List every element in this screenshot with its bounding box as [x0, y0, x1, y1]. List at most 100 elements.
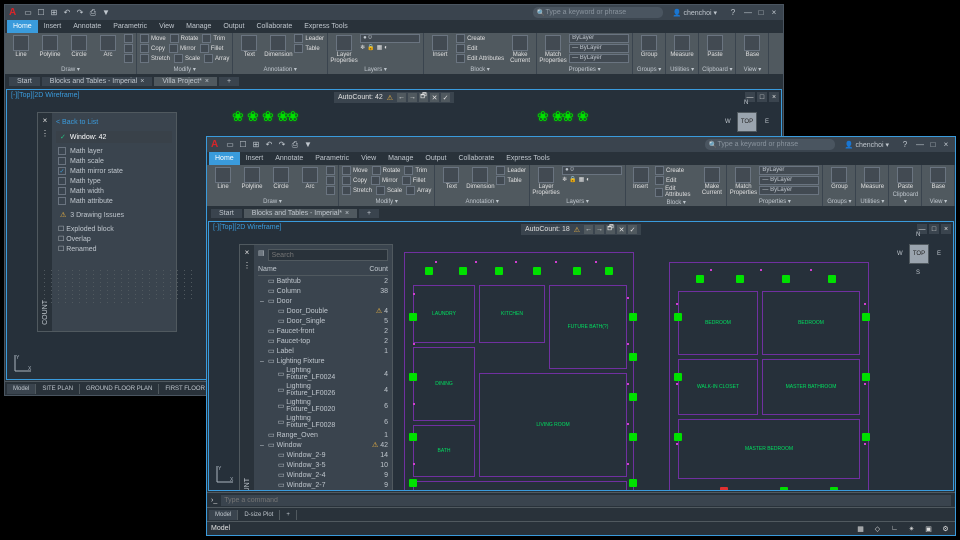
tree-row[interactable]: ▭Faucet-top2	[258, 336, 388, 346]
tree-row[interactable]: ▭Lighting Fixture_LF00264	[258, 382, 388, 398]
viewcube-top[interactable]: TOP	[909, 244, 929, 264]
ribbon-item[interactable]: Leader	[294, 34, 324, 43]
ribbon-item[interactable]: Create	[655, 166, 697, 175]
layer-icon[interactable]: ❄	[360, 44, 365, 51]
status-osnap-icon[interactable]: ▣	[923, 523, 934, 534]
tree-row[interactable]: ▭Lighting Fixture_LF00244	[258, 366, 388, 382]
autocount-control[interactable]: ✓	[628, 225, 637, 234]
layout-tab[interactable]: SITE PLAN	[36, 384, 80, 394]
user-label[interactable]: 👤 chenchoi ▾	[673, 9, 717, 17]
ribbon-button-paste[interactable]: Paste	[702, 34, 728, 58]
ribbon-tab-express-tools[interactable]: Express Tools	[500, 152, 555, 165]
new-tab-button[interactable]: +	[219, 77, 239, 86]
tree-row[interactable]: ▭Label1	[258, 346, 388, 356]
qat-icon[interactable]: ⊞	[49, 8, 59, 18]
ribbon-item[interactable]	[326, 176, 335, 185]
property-combo[interactable]: — ByLayer	[569, 54, 629, 63]
maximize-button[interactable]: □	[928, 140, 938, 150]
layout-tab[interactable]: Model	[209, 510, 238, 520]
autocount-control[interactable]: 🗗	[419, 93, 428, 102]
ribbon-item[interactable]: Rotate	[372, 166, 401, 175]
ribbon-item[interactable]	[124, 54, 133, 63]
ribbon-item[interactable]: Array	[204, 54, 229, 63]
ribbon-button-layer-properties[interactable]: Layer Properties	[533, 166, 559, 196]
ribbon-item[interactable]: Edit	[456, 44, 504, 53]
qat-icon[interactable]: ▼	[303, 140, 313, 150]
check-item[interactable]: Math layer	[56, 146, 172, 156]
check-item[interactable]: ✓Math mirror state	[56, 166, 172, 176]
ribbon-tab-home[interactable]: Home	[209, 152, 240, 165]
add-layout-button[interactable]: +	[280, 510, 297, 520]
ribbon-item[interactable]: Mirror	[169, 44, 196, 53]
close-button[interactable]: ×	[769, 8, 779, 18]
autocount-control[interactable]: ✕	[430, 93, 439, 102]
help-icon[interactable]: ?	[899, 140, 911, 150]
status-grid-icon[interactable]: ▦	[855, 523, 866, 534]
ribbon-button-dimension[interactable]: Dimension	[265, 34, 291, 58]
layer-combo[interactable]: ● 0	[360, 34, 420, 43]
qat-icon[interactable]: ▼	[101, 8, 111, 18]
ribbon-button-line[interactable]: Line	[8, 34, 34, 58]
issues-header[interactable]: ⚠ 3 Drawing Issues	[56, 209, 172, 221]
tree-row[interactable]: ▭Column38	[258, 286, 388, 296]
property-combo[interactable]: — ByLayer	[759, 186, 819, 195]
palette-close-icon[interactable]: ×	[40, 115, 50, 125]
help-search[interactable]: 🔍 Type a keyword or phrase	[705, 139, 835, 150]
ribbon-item[interactable]: Leader	[496, 166, 526, 175]
ribbon-tab-home[interactable]: Home	[7, 20, 38, 33]
issue-item[interactable]: ☐ Exploded block	[56, 224, 172, 234]
ribbon-item[interactable]: Table	[496, 176, 526, 185]
ribbon-tab-express-tools[interactable]: Express Tools	[298, 20, 353, 33]
ribbon-tab-annotate[interactable]: Annotate	[269, 152, 309, 165]
ribbon-button-measure[interactable]: Measure	[859, 166, 885, 190]
layer-icon[interactable]: ◐	[586, 176, 590, 183]
minimize-button[interactable]: —	[915, 140, 925, 150]
autocount-control[interactable]: ✓	[441, 93, 450, 102]
tree-row[interactable]: –▭Door	[258, 296, 388, 306]
maximize-button[interactable]: □	[756, 8, 766, 18]
layer-combo[interactable]: ● 0	[562, 166, 622, 175]
qat-icon[interactable]: ↶	[264, 140, 274, 150]
palette-menu-icon[interactable]: ⋮	[40, 128, 50, 138]
ribbon-tab-insert[interactable]: Insert	[240, 152, 270, 165]
ribbon-item[interactable]	[124, 34, 133, 43]
ribbon-item[interactable]: Rotate	[170, 34, 199, 43]
canvas-close-icon[interactable]: ×	[941, 224, 951, 234]
issue-item[interactable]: ☐ Renamed	[56, 244, 172, 254]
ribbon-tab-view[interactable]: View	[355, 152, 382, 165]
ribbon-item[interactable]: Copy	[140, 44, 165, 53]
tree-row[interactable]: ▭Lighting Fixture_LF00286	[258, 414, 388, 430]
ribbon-button-group[interactable]: Group	[826, 166, 852, 190]
ribbon-tab-output[interactable]: Output	[419, 152, 452, 165]
viewcube-top[interactable]: TOP	[737, 112, 757, 132]
qat-icon[interactable]: ⎙	[290, 140, 300, 150]
tree-row[interactable]: –▭Lighting Fixture	[258, 356, 388, 366]
ribbon-button-dimension[interactable]: Dimension	[467, 166, 493, 190]
tree-row[interactable]: ▭Range_Oven1	[258, 430, 388, 440]
search-input[interactable]	[268, 249, 388, 261]
ribbon-button-arc[interactable]: Arc	[95, 34, 121, 58]
canvas-close-icon[interactable]: ×	[769, 92, 779, 102]
ribbon-button-measure[interactable]: Measure	[669, 34, 695, 58]
status-snap-icon[interactable]: ◇	[872, 523, 883, 534]
tree-row[interactable]: –▭Window⚠ 42	[258, 440, 388, 450]
view-label[interactable]: [-][Top][2D Wireframe]	[213, 224, 281, 231]
ribbon-button-polyline[interactable]: Polyline	[37, 34, 63, 58]
tree-row[interactable]: ▭Window_2-79	[258, 480, 388, 490]
status-settings-icon[interactable]: ⚙	[940, 523, 951, 534]
autocount-control[interactable]: ←	[397, 93, 406, 102]
user-label[interactable]: 👤 chenchoi ▾	[845, 141, 889, 149]
ribbon-button-match-properties[interactable]: Match Properties	[730, 166, 756, 196]
ribbon-item[interactable]	[326, 166, 335, 175]
file-tab[interactable]: Start	[211, 209, 242, 218]
layer-icon[interactable]: ◐	[384, 44, 388, 51]
tree-row[interactable]: ▭Faucet-front2	[258, 326, 388, 336]
layer-icon[interactable]: ❄	[562, 176, 567, 183]
ribbon-item[interactable]: Stretch	[342, 186, 372, 195]
ribbon-button-make-current[interactable]: Make Current	[507, 34, 533, 64]
file-tab[interactable]: Blocks and Tables - Imperial* ×	[244, 209, 357, 218]
layer-icon[interactable]: ▦	[579, 176, 585, 183]
file-tab[interactable]: Blocks and Tables - Imperial ×	[42, 77, 153, 86]
layout-tab[interactable]: GROUND FLOOR PLAN	[80, 384, 159, 394]
drawing-canvas[interactable]: — □ × [-][Top][2D Wireframe] AutoCount: …	[208, 221, 954, 491]
